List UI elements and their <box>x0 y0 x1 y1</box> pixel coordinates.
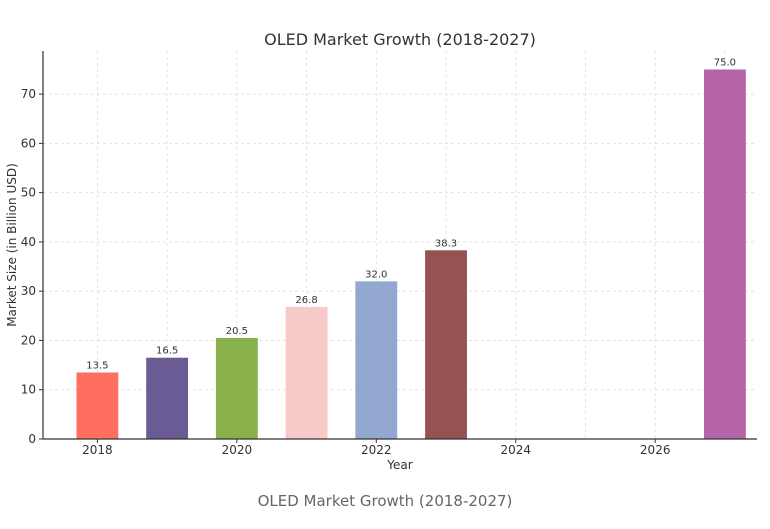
bar-value-label: 20.5 <box>226 326 248 337</box>
y-tick-label: 50 <box>21 186 36 200</box>
bar <box>285 306 328 439</box>
bar <box>146 357 189 439</box>
y-tick-label: 20 <box>21 333 36 347</box>
bar-value-label: 13.5 <box>86 360 108 371</box>
x-axis-label: Year <box>386 458 412 472</box>
x-tick-label: 2020 <box>222 443 253 457</box>
bar-value-label: 32.0 <box>365 269 387 280</box>
bars <box>76 69 746 439</box>
bar <box>704 69 746 439</box>
bar-value-label: 38.3 <box>435 238 457 249</box>
y-tick-label: 30 <box>21 284 36 298</box>
bar-value-label: 16.5 <box>156 346 178 357</box>
figure-caption: OLED Market Growth (2018-2027) <box>257 492 513 510</box>
axes <box>42 51 757 440</box>
y-tick-label: 60 <box>21 136 36 150</box>
bar <box>215 337 258 439</box>
x-tick-label: 2024 <box>500 443 531 457</box>
bar <box>425 250 467 439</box>
y-tick-label: 40 <box>21 235 36 249</box>
x-tick-label: 2026 <box>640 443 671 457</box>
data-labels: 13.5 16.5 20.5 26.8 32.0 38.3 75.0 <box>86 57 736 371</box>
y-tick-label: 10 <box>21 383 36 397</box>
y-tick-label: 70 <box>21 87 36 101</box>
bar-value-label: 26.8 <box>295 295 317 306</box>
x-tick-label: 2022 <box>361 443 392 457</box>
y-axis-label: Market Size (in Billion USD) <box>5 163 19 327</box>
bar <box>355 281 398 439</box>
x-tick-label: 2018 <box>82 443 113 457</box>
y-tick-label: 0 <box>28 432 36 446</box>
ticks: 2018 2020 2022 2024 2026 0 10 20 30 40 50 60 70 <box>21 87 671 457</box>
bar <box>76 372 119 439</box>
chart-title: OLED Market Growth (2018-2027) <box>264 30 536 49</box>
bar-value-label: 75.0 <box>714 57 736 68</box>
